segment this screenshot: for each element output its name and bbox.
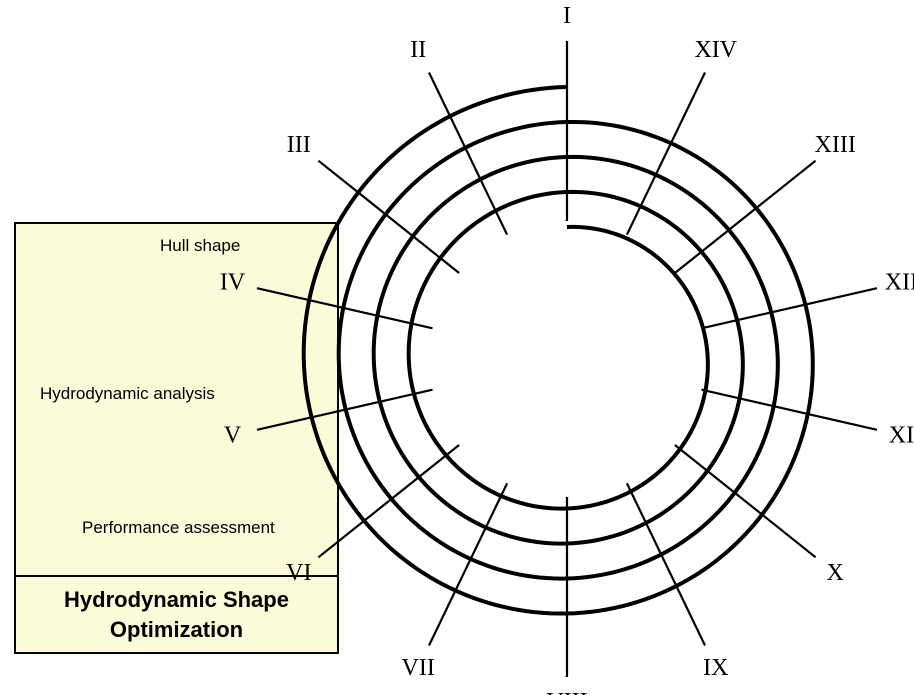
- spoke-label-xiii: XIII: [815, 132, 856, 158]
- design-spiral: [301, 85, 815, 616]
- spoke-x: [674, 444, 817, 559]
- spoke-v: [256, 388, 433, 431]
- spoke-ix: [625, 482, 706, 646]
- hull-shape-label: Hull shape: [160, 236, 241, 255]
- spoke-vi: [317, 444, 460, 559]
- spoke-label-ix: IX: [703, 655, 728, 681]
- spoke-ii: [428, 72, 509, 236]
- spoke-label-iii: III: [287, 132, 311, 158]
- spoke-label-vii: VII: [402, 655, 435, 681]
- spoke-label-xi: XI: [889, 422, 914, 448]
- spoke-label-ii: II: [410, 37, 426, 63]
- spoke-xi: [701, 388, 878, 431]
- spoke-vii: [428, 482, 509, 646]
- spoke-label-v: V: [224, 422, 242, 448]
- panel-title: Hydrodynamic Shape Optimization: [64, 586, 289, 642]
- panel-footer: Hydrodynamic Shape Optimization: [16, 575, 337, 652]
- spoke-label-vi: VI: [286, 560, 311, 586]
- spoke-iii: [317, 159, 460, 274]
- performance-assessment-label: Performance assessment: [82, 518, 275, 537]
- spoke-labels: IIIIIIIVVVIVIIVIIIIXXXIXIIXIIIXIV: [220, 3, 914, 695]
- spoke-xiii: [674, 159, 817, 274]
- spoke-lines: [256, 41, 878, 677]
- spoke-label-x: X: [827, 560, 844, 586]
- spoke-label-xiv: XIV: [694, 37, 737, 63]
- hydrodynamic-analysis-label: Hydrodynamic analysis: [40, 384, 215, 403]
- spoke-xii: [701, 287, 878, 330]
- spoke-label-iv: IV: [220, 270, 246, 296]
- spoke-xiv: [625, 72, 706, 236]
- spoke-label-i: I: [563, 3, 571, 29]
- spoke-label-xii: XII: [885, 270, 914, 296]
- spoke-iv: [256, 287, 433, 330]
